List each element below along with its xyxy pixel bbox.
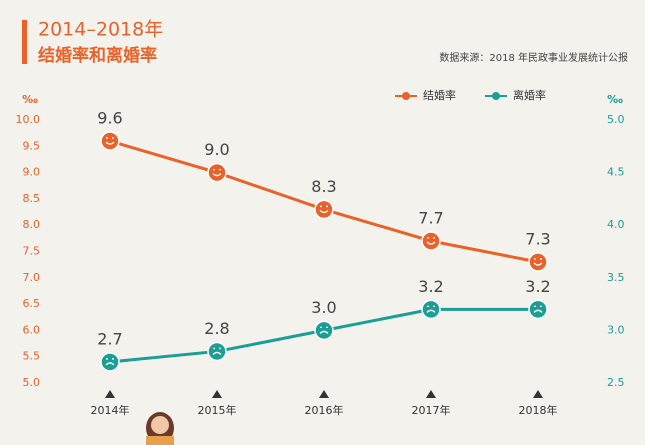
source: 数据来源：2018 年民政事业发展统计公报 [439,51,628,64]
point [528,252,548,272]
point [421,299,441,320]
y-tick-label: 5.0 [23,376,41,389]
y2-tick-label: 4.5 [607,166,625,179]
y2-tick-label: 5.0 [607,113,625,126]
point [100,131,120,151]
y-tick-label: 7.0 [23,271,41,284]
category-marker [319,390,329,398]
x-tick-label: 2014年 [91,403,130,417]
y2-tick-label: 3.5 [607,271,625,284]
value-label: 9.0 [204,140,229,159]
value-label: 8.3 [311,177,336,196]
value-label: 3.2 [418,277,443,296]
value-label: 3.2 [525,277,550,296]
category-marker [105,390,115,398]
face [319,209,329,214]
point [314,199,334,220]
y2-tick-label: 2.5 [607,376,625,389]
value-label: 7.3 [525,230,550,249]
y-tick-label: 9.5 [23,139,41,152]
chart-subtitle: 结婚率和离婚率 [38,45,157,66]
value-label: 9.6 [97,109,122,128]
value-label: 3.0 [311,298,336,317]
y-tick-label: 8.0 [23,218,41,231]
face [426,309,436,313]
y-tick-label: 6.5 [23,297,41,310]
y-tick-label: 5.5 [23,350,41,363]
y-tick-label: 10.0 [16,113,41,126]
face [533,309,543,313]
face [426,241,436,245]
category-marker [426,390,436,398]
legend-marker [402,92,410,100]
face [105,362,115,366]
y-tick-label: 9.0 [23,166,41,179]
point [100,352,120,372]
value-label: 2.8 [204,319,229,338]
point [421,231,441,251]
x-tick-label: 2016年 [305,403,344,417]
face [533,262,543,266]
x-tick-label: 2017年 [412,403,451,417]
point [207,162,227,183]
face [319,330,329,334]
x-tick-label: 2015年 [198,403,237,417]
title-bar [22,20,27,64]
face [105,141,115,145]
face [212,351,222,355]
category-marker [533,390,543,398]
value-label: 7.7 [418,208,443,227]
legend-marker [492,92,500,100]
category-marker [212,390,222,398]
legend-label: 结婚率 [423,88,456,102]
point [528,299,548,320]
y-tick-label: 8.5 [23,192,41,205]
y2-tick-label: 3.0 [607,323,625,336]
y2-unit: ‰ [607,93,623,106]
x-tick-label: 2018年 [519,403,558,417]
illustration [146,412,174,445]
y-tick-label: 7.5 [23,245,41,258]
y2-tick-label: 4.0 [607,218,625,231]
point [314,320,334,341]
chart-title: 2014–2018年 [38,19,163,41]
value-label: 2.7 [97,329,122,348]
y-unit: ‰ [22,93,38,106]
y-tick-label: 6.0 [23,323,41,336]
legend-label: 离婚率 [513,88,546,102]
face [212,173,222,177]
point [207,341,227,362]
